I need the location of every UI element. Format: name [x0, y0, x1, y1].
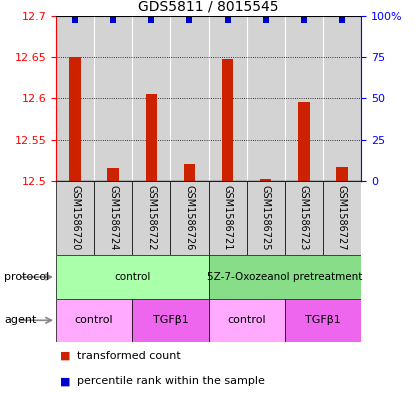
Text: protocol: protocol — [4, 272, 49, 282]
Bar — [132, 181, 171, 255]
Bar — [69, 57, 81, 181]
Bar — [209, 16, 247, 181]
Bar — [209, 299, 285, 342]
Bar — [146, 94, 157, 181]
Bar — [56, 255, 209, 299]
Bar — [285, 181, 323, 255]
Text: control: control — [227, 315, 266, 325]
Bar — [94, 181, 132, 255]
Bar — [209, 181, 247, 255]
Text: TGFβ1: TGFβ1 — [153, 315, 188, 325]
Bar — [323, 16, 361, 181]
Text: GSM1586721: GSM1586721 — [222, 185, 232, 251]
Text: control: control — [75, 315, 113, 325]
Bar — [56, 299, 132, 342]
Text: ■: ■ — [60, 376, 71, 386]
Text: percentile rank within the sample: percentile rank within the sample — [77, 376, 265, 386]
Bar — [336, 167, 348, 181]
Text: GSM1586723: GSM1586723 — [299, 185, 309, 251]
Text: control: control — [114, 272, 151, 282]
Text: GSM1586722: GSM1586722 — [146, 185, 156, 251]
Bar — [323, 181, 361, 255]
Bar — [132, 16, 171, 181]
Bar — [260, 179, 271, 181]
Title: GDS5811 / 8015545: GDS5811 / 8015545 — [138, 0, 279, 13]
Text: GSM1586727: GSM1586727 — [337, 185, 347, 251]
Bar — [184, 164, 195, 181]
Bar — [94, 16, 132, 181]
Bar — [171, 181, 209, 255]
Bar — [285, 299, 361, 342]
Bar — [56, 181, 94, 255]
Bar — [56, 16, 94, 181]
Text: GSM1586726: GSM1586726 — [185, 185, 195, 251]
Bar — [247, 181, 285, 255]
Bar — [298, 102, 310, 181]
Bar — [247, 16, 285, 181]
Text: GSM1586724: GSM1586724 — [108, 185, 118, 251]
Bar — [285, 16, 323, 181]
Text: GSM1586725: GSM1586725 — [261, 185, 271, 251]
Bar — [171, 16, 209, 181]
Bar — [222, 59, 233, 181]
Text: 5Z-7-Oxozeanol pretreatment: 5Z-7-Oxozeanol pretreatment — [207, 272, 362, 282]
Text: TGFβ1: TGFβ1 — [305, 315, 341, 325]
Bar — [209, 255, 361, 299]
Text: agent: agent — [4, 315, 37, 325]
Bar — [107, 168, 119, 181]
Bar — [132, 299, 209, 342]
Text: ■: ■ — [60, 351, 71, 361]
Text: transformed count: transformed count — [77, 351, 181, 361]
Text: GSM1586720: GSM1586720 — [70, 185, 80, 251]
